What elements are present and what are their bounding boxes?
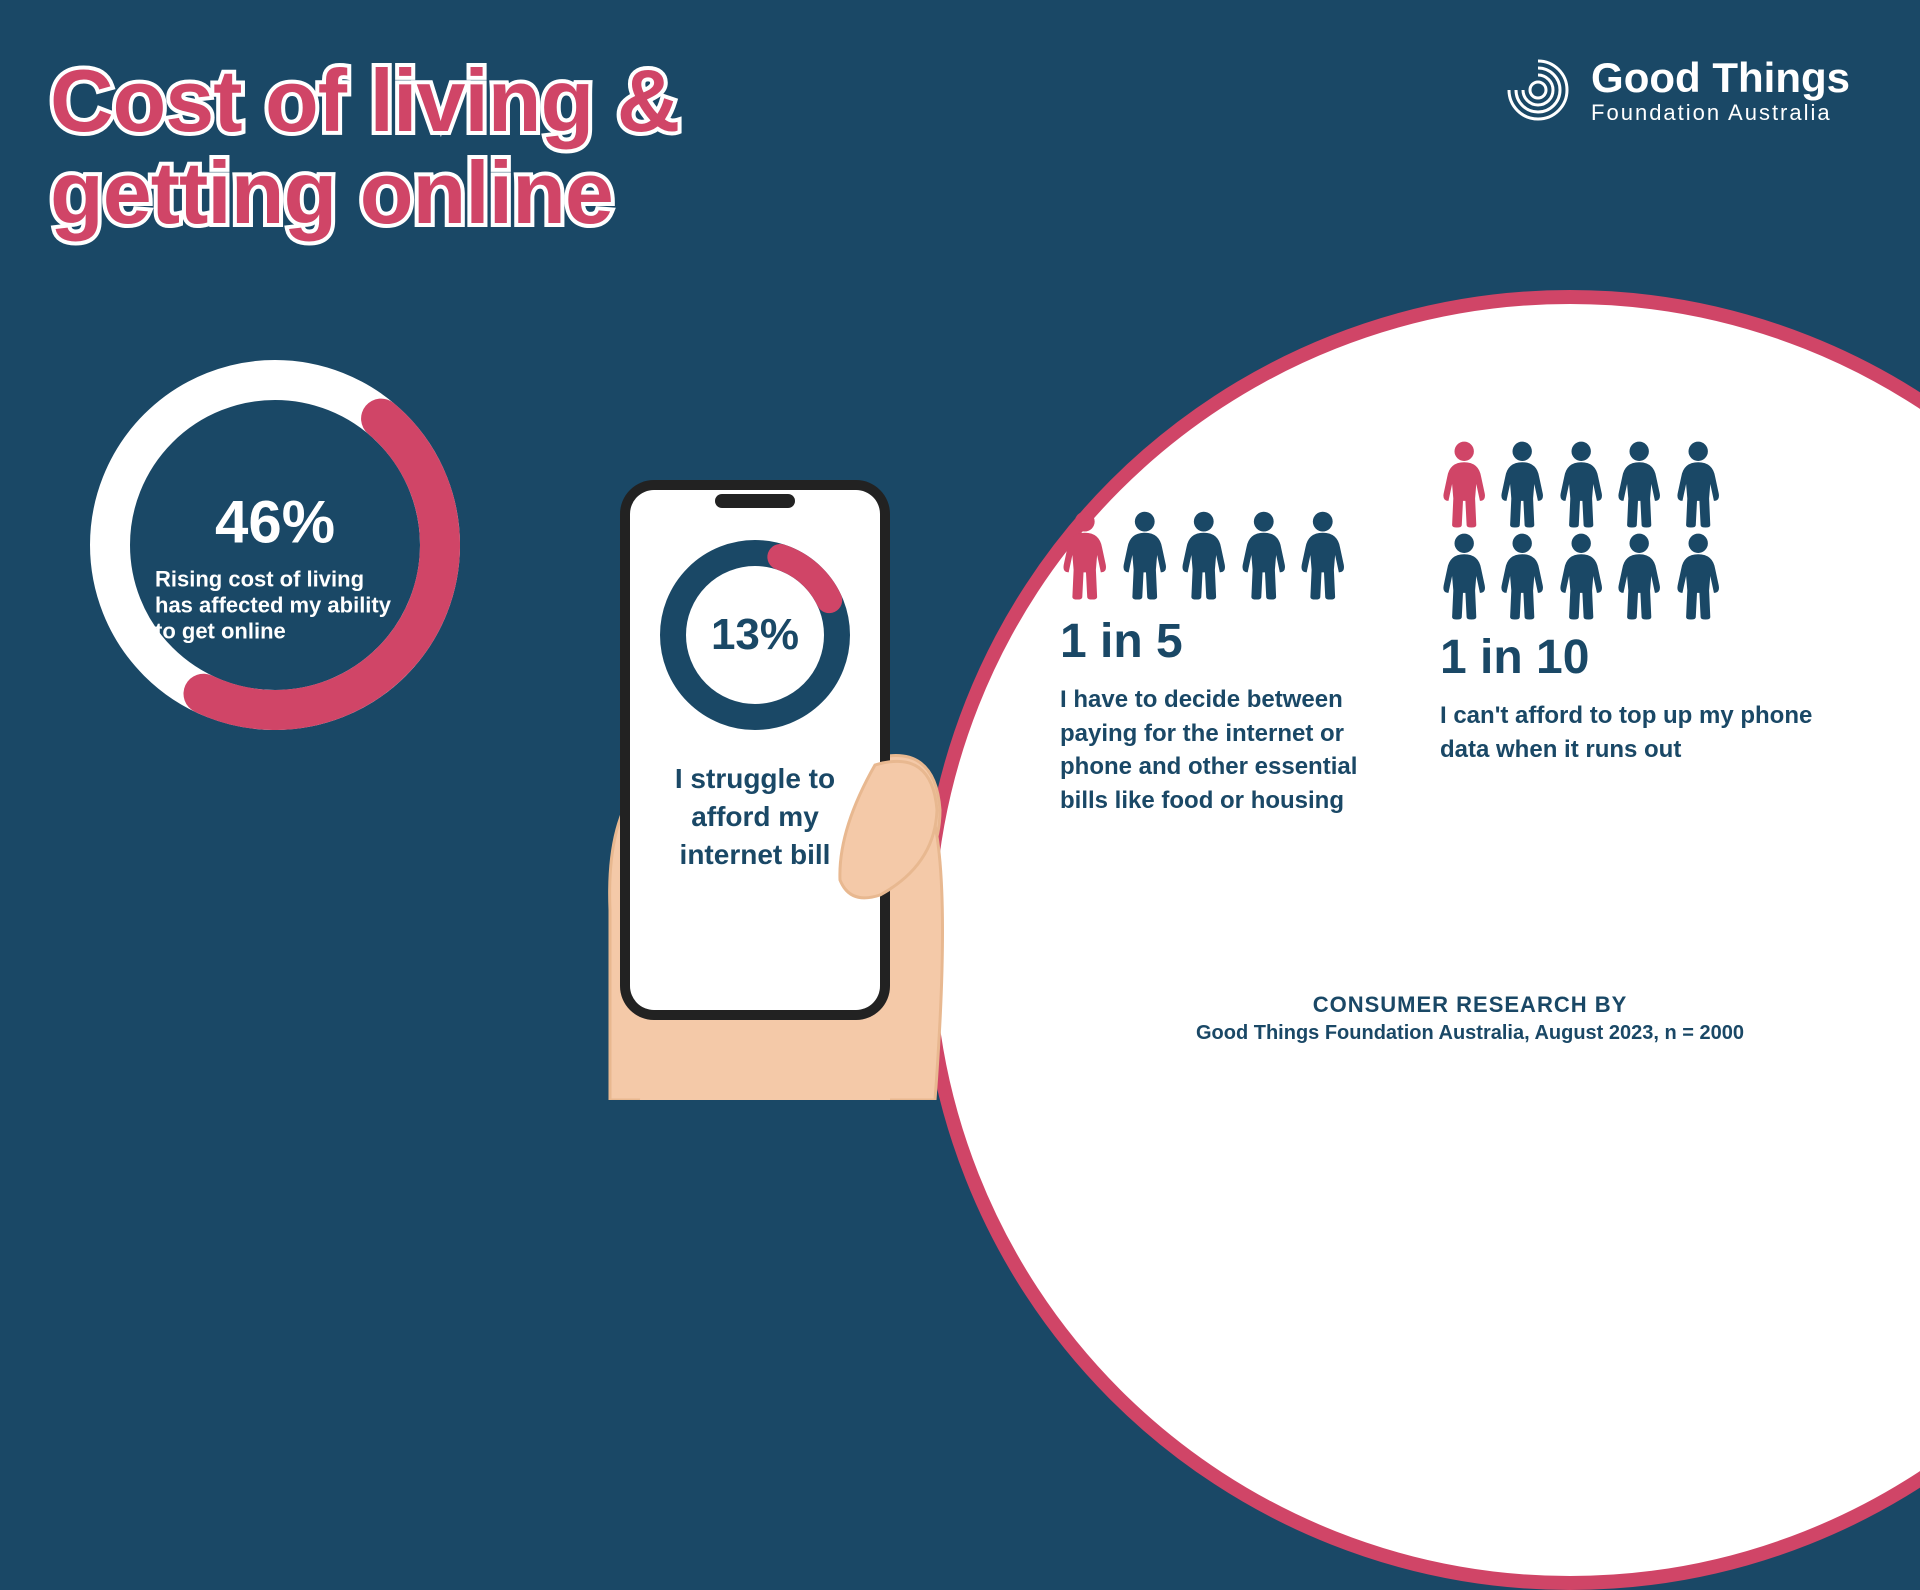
stat1-headline: 1 in 5 xyxy=(1060,614,1410,669)
stat-donut-46: 46% Rising cost of living has affected m… xyxy=(90,360,460,735)
person-icon xyxy=(1557,532,1605,620)
donut2-value: 13% xyxy=(711,610,799,660)
person-icon xyxy=(1440,440,1488,528)
people-pictogram-grid xyxy=(1440,440,1820,620)
fingerprint-icon xyxy=(1503,55,1573,125)
logo-line-2: Foundation Australia xyxy=(1591,101,1850,125)
person-icon xyxy=(1239,510,1289,600)
phone-in-hand: 13% I struggle to afford my internet bil… xyxy=(540,480,960,1100)
person-icon xyxy=(1498,532,1546,620)
person-icon xyxy=(1674,440,1722,528)
stat2-headline: 1 in 10 xyxy=(1440,630,1820,685)
donut1-content: 46% Rising cost of living has affected m… xyxy=(145,488,405,645)
phone-notch-icon xyxy=(715,494,795,508)
person-icon xyxy=(1674,532,1722,620)
stat-donut-13: 13% xyxy=(660,540,850,730)
donut1-label: Rising cost of living has affected my ab… xyxy=(145,567,405,645)
source-footer: CONSUMER RESEARCH BY Good Things Foundat… xyxy=(1120,992,1820,1045)
title-line-1: Cost of living & xyxy=(50,55,679,147)
brand-logo: Good Things Foundation Australia xyxy=(1503,55,1850,125)
stat-1-in-10: 1 in 10 I can't afford to top up my phon… xyxy=(1440,440,1820,766)
person-icon xyxy=(1440,532,1488,620)
stat2-body: I can't afford to top up my phone data w… xyxy=(1440,699,1820,766)
person-icon xyxy=(1615,440,1663,528)
footer-line-2: Good Things Foundation Australia, August… xyxy=(1120,1022,1820,1045)
person-icon xyxy=(1498,440,1546,528)
smartphone: 13% I struggle to afford my internet bil… xyxy=(620,480,890,1020)
person-icon xyxy=(1615,532,1663,620)
person-icon xyxy=(1120,510,1170,600)
logo-line-1: Good Things xyxy=(1591,55,1850,101)
footer-line-1: CONSUMER RESEARCH BY xyxy=(1120,992,1820,1018)
logo-text: Good Things Foundation Australia xyxy=(1591,55,1850,125)
person-icon xyxy=(1298,510,1348,600)
main-title: Cost of living & getting online xyxy=(50,55,679,240)
donut2-label: I struggle to afford my internet bill xyxy=(650,760,860,873)
phone-screen: 13% I struggle to afford my internet bil… xyxy=(630,490,880,1010)
person-icon xyxy=(1060,510,1110,600)
donut1-value: 46% xyxy=(145,488,405,557)
people-pictogram-row xyxy=(1060,510,1410,604)
person-icon xyxy=(1179,510,1229,600)
person-icon xyxy=(1557,440,1605,528)
stat-1-in-5: 1 in 5 I have to decide between paying f… xyxy=(1060,510,1410,817)
title-line-2: getting online xyxy=(50,147,679,239)
stat1-body: I have to decide between paying for the … xyxy=(1060,683,1410,817)
